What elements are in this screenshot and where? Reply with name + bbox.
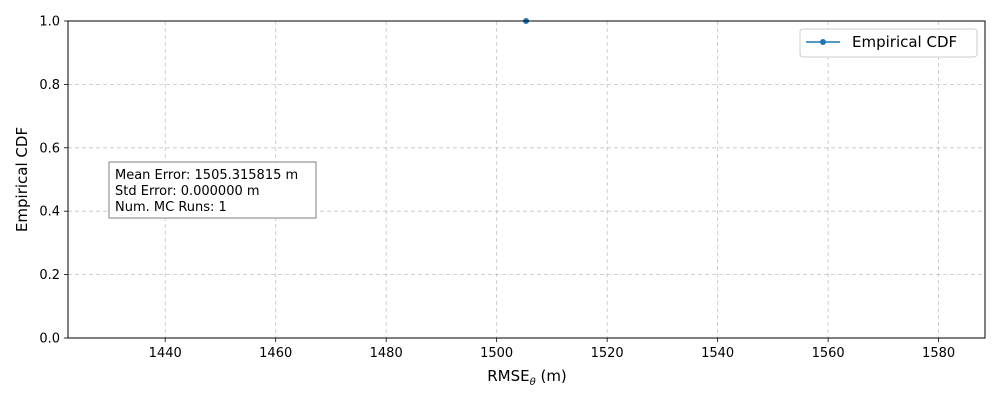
y-tick-label: 0.8 bbox=[39, 78, 60, 93]
x-tick-label: 1560 bbox=[812, 346, 845, 361]
legend-label: Empirical CDF bbox=[852, 33, 957, 51]
y-axis-title: Empirical CDF bbox=[13, 127, 31, 232]
y-tick-label: 1.0 bbox=[39, 15, 60, 30]
y-tick-label: 0.6 bbox=[39, 141, 60, 156]
legend-marker-swatch bbox=[820, 39, 826, 45]
x-tick-label: 1540 bbox=[701, 346, 734, 361]
x-axis-title-unit: (m) bbox=[536, 367, 567, 385]
x-tick-label: 1480 bbox=[370, 346, 403, 361]
x-axis-title-main: RMSE bbox=[487, 367, 529, 385]
y-tick-label: 0.4 bbox=[39, 205, 60, 220]
x-tick-label: 1580 bbox=[922, 346, 955, 361]
stats-annotation-box bbox=[108, 161, 317, 219]
x-axis-title-subscript: θ bbox=[530, 377, 536, 388]
y-tick-label: 0.0 bbox=[39, 332, 60, 347]
axis-ticks: 1440 1460 1480 1500 1520 1540 1560 1580 0.0 0.2 0.… bbox=[39, 15, 955, 362]
stats-std-error: Std Error: 0.000000 m bbox=[115, 184, 260, 199]
x-tick-label: 1520 bbox=[591, 346, 624, 361]
legend-box bbox=[799, 28, 978, 58]
x-axis-title: RMSEθ (m) bbox=[487, 367, 567, 388]
legend: Empirical CDF bbox=[799, 28, 978, 58]
stats-mean-error: Mean Error: 1505.315815 m bbox=[115, 168, 298, 183]
stats-annotation: Mean Error: 1505.315815 m Std Error: 0.0… bbox=[108, 161, 317, 219]
y-tick-label: 0.2 bbox=[39, 268, 60, 283]
x-tick-label: 1500 bbox=[480, 346, 513, 361]
stats-mc-runs: Num. MC Runs: 1 bbox=[115, 200, 227, 215]
x-tick-label: 1460 bbox=[259, 346, 292, 361]
x-tick-label: 1440 bbox=[149, 346, 182, 361]
plot-area-frame bbox=[67, 20, 986, 339]
